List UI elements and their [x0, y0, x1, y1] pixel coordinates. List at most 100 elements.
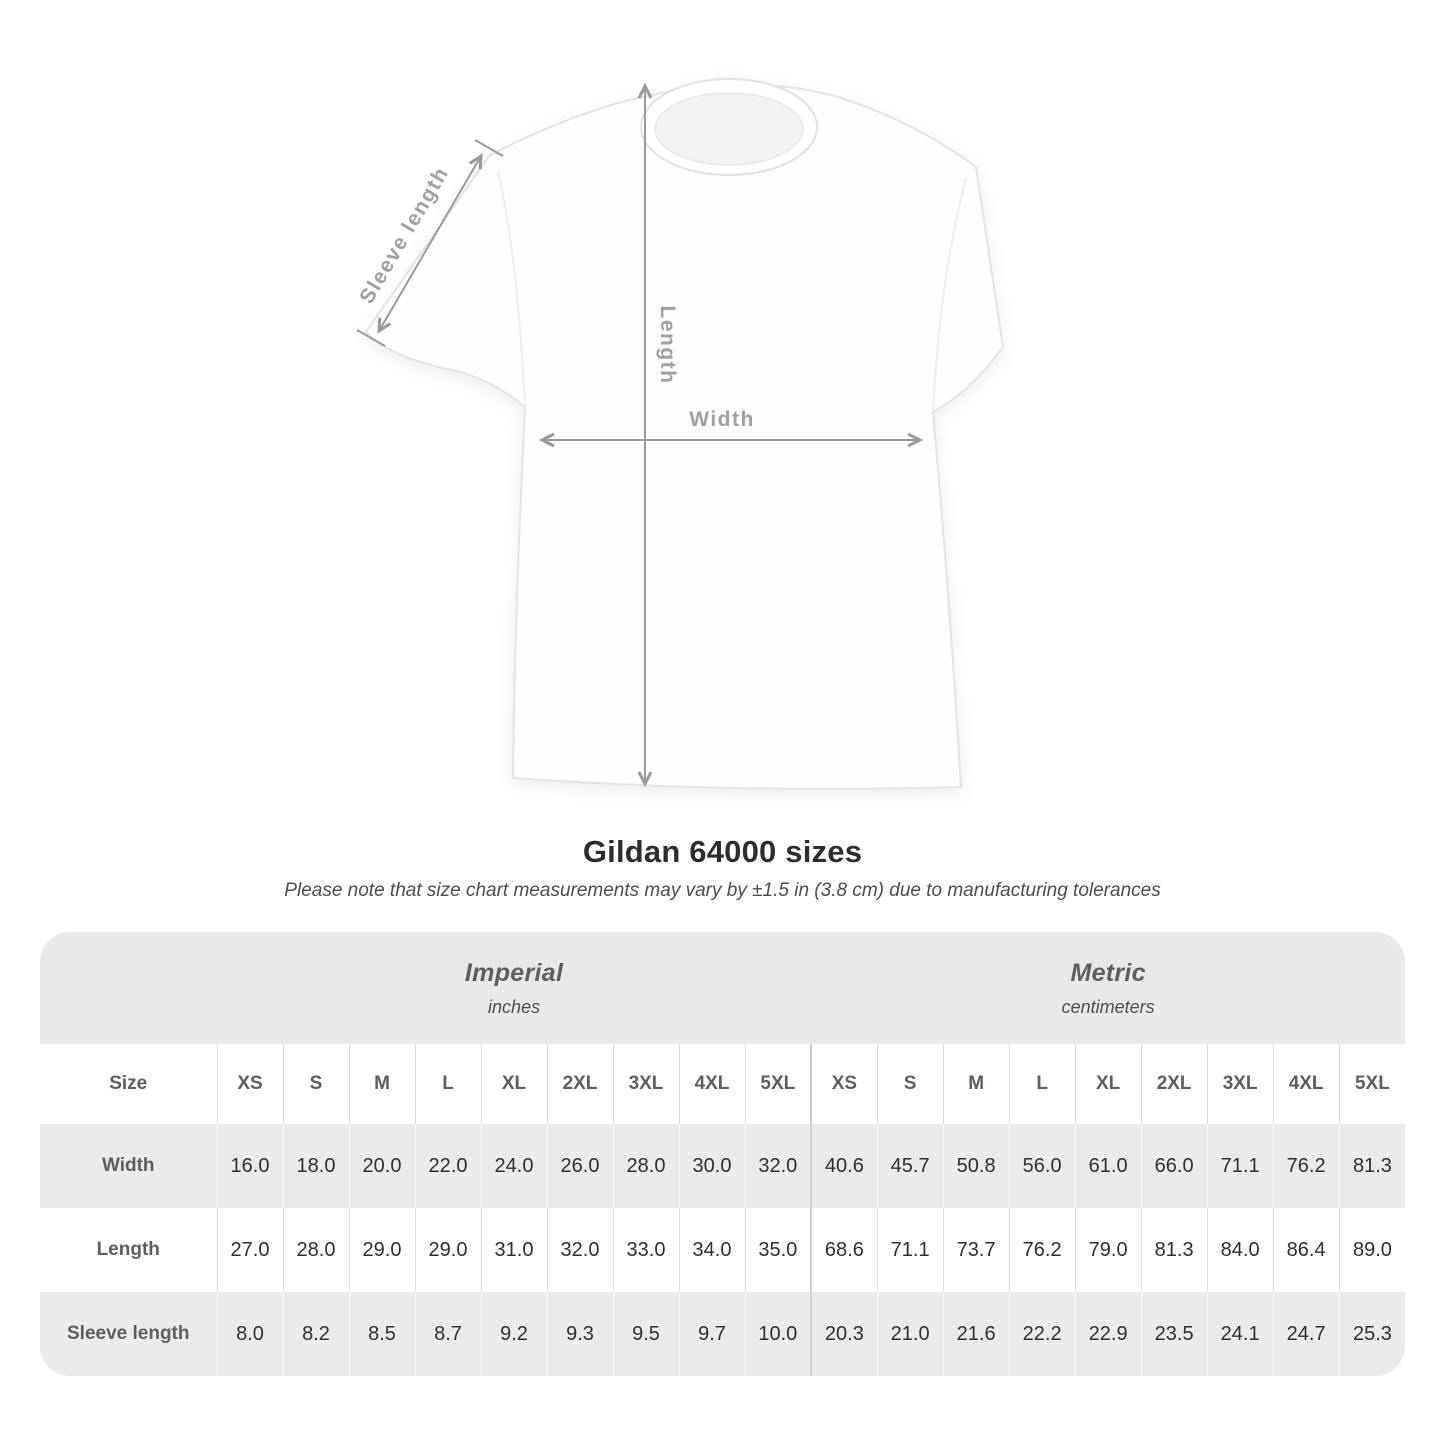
value-cell: 32.0	[546, 1208, 613, 1292]
tshirt-diagram: Width Length Sleeve length	[355, 78, 1005, 790]
value-cell: 86.4	[1272, 1208, 1340, 1292]
imperial-unit: inches	[488, 996, 541, 1017]
unit-group-metric: Metric centimeters	[811, 932, 1405, 1044]
value-cell: 10.0	[744, 1292, 812, 1376]
size-table-card: Imperial inches Metric centimeters Size …	[40, 932, 1405, 1376]
size-col-imperial-m: M	[348, 1044, 415, 1124]
size-header-label: Size	[40, 1044, 217, 1124]
value-cell: 20.3	[810, 1292, 878, 1376]
size-table: Imperial inches Metric centimeters Size …	[40, 932, 1405, 1376]
size-col-metric-2xl: 2XL	[1140, 1044, 1208, 1124]
value-cell: 28.0	[282, 1208, 349, 1292]
metric-unit: centimeters	[1061, 996, 1155, 1017]
imperial-heading: Imperial	[464, 958, 564, 987]
value-cell: 8.0	[216, 1292, 283, 1376]
sleeve-length-arrow	[379, 156, 481, 331]
value-cell: 35.0	[744, 1208, 812, 1292]
value-cell: 28.0	[612, 1124, 679, 1208]
value-cell: 50.8	[942, 1124, 1010, 1208]
size-col-metric-4xl: 4XL	[1272, 1044, 1340, 1124]
tshirt-graphic	[364, 78, 1005, 790]
value-cell: 26.0	[546, 1124, 613, 1208]
value-cell: 68.6	[810, 1208, 878, 1292]
value-cell: 33.0	[612, 1208, 679, 1292]
size-col-imperial-2xl: 2XL	[546, 1044, 613, 1124]
value-cell: 30.0	[678, 1124, 745, 1208]
value-cell: 71.1	[876, 1208, 944, 1292]
size-col-imperial-3xl: 3XL	[612, 1044, 679, 1124]
value-cell: 40.6	[810, 1124, 878, 1208]
length-label: Length	[656, 306, 679, 385]
collar-opening	[654, 92, 804, 166]
size-col-imperial-4xl: 4XL	[678, 1044, 745, 1124]
size-col-imperial-5xl: 5XL	[744, 1044, 812, 1124]
value-cell: 56.0	[1008, 1124, 1076, 1208]
value-cell: 23.5	[1140, 1292, 1208, 1376]
measurement-row-length: Length 27.0 28.0 29.0 29.0 31.0 32.0 33.0 34.0 35…	[40, 1208, 1405, 1292]
value-cell: 27.0	[216, 1208, 283, 1292]
value-cell: 22.0	[414, 1124, 481, 1208]
value-cell: 81.3	[1140, 1208, 1208, 1292]
size-col-metric-3xl: 3XL	[1206, 1044, 1274, 1124]
value-cell: 21.6	[942, 1292, 1010, 1376]
width-label: Width	[689, 408, 755, 431]
measurement-row-width: Width 16.0 18.0 20.0 22.0 24.0 26.0 28.0 30.0 32.…	[40, 1124, 1405, 1208]
size-col-metric-l: L	[1008, 1044, 1076, 1124]
value-cell: 81.3	[1338, 1124, 1405, 1208]
tshirt-diagram-svg: Width Length Sleeve length	[355, 78, 1005, 790]
value-cell: 9.7	[678, 1292, 745, 1376]
size-col-imperial-s: S	[282, 1044, 349, 1124]
size-col-metric-xs: XS	[810, 1044, 878, 1124]
page-subtitle: Please note that size chart measurements…	[284, 880, 1161, 901]
size-col-metric-xl: XL	[1074, 1044, 1142, 1124]
value-cell: 25.3	[1338, 1292, 1405, 1376]
row-label: Width	[40, 1124, 217, 1208]
sleeve-arrow-tick-bottom	[356, 329, 386, 347]
metric-heading: Metric	[1070, 958, 1146, 987]
value-cell: 76.2	[1008, 1208, 1076, 1292]
value-cell: 16.0	[216, 1124, 283, 1208]
value-cell: 8.5	[348, 1292, 415, 1376]
value-cell: 21.0	[876, 1292, 944, 1376]
value-cell: 24.1	[1206, 1292, 1274, 1376]
value-cell: 8.7	[414, 1292, 481, 1376]
value-cell: 9.3	[546, 1292, 613, 1376]
value-cell: 31.0	[480, 1208, 547, 1292]
unit-group-imperial: Imperial inches	[217, 932, 812, 1044]
size-col-imperial-xs: XS	[216, 1044, 283, 1124]
row-label: Length	[40, 1208, 217, 1292]
value-cell: 84.0	[1206, 1208, 1274, 1292]
measurement-row-sleeve-length: Sleeve length 8.0 8.2 8.5 8.7 9.2 9.3 9.5 9.7 10.…	[40, 1292, 1405, 1376]
value-cell: 20.0	[348, 1124, 415, 1208]
value-cell: 18.0	[282, 1124, 349, 1208]
value-cell: 79.0	[1074, 1208, 1142, 1292]
value-cell: 73.7	[942, 1208, 1010, 1292]
value-cell: 29.0	[414, 1208, 481, 1292]
value-cell: 61.0	[1074, 1124, 1142, 1208]
value-cell: 24.0	[480, 1124, 547, 1208]
size-col-metric-5xl: 5XL	[1338, 1044, 1405, 1124]
value-cell: 9.2	[480, 1292, 547, 1376]
size-col-imperial-l: L	[414, 1044, 481, 1124]
value-cell: 71.1	[1206, 1124, 1274, 1208]
row-label: Sleeve length	[40, 1292, 217, 1376]
sleeve-arrow-tick-top	[474, 139, 504, 157]
corner-cell	[40, 932, 217, 1044]
value-cell: 29.0	[348, 1208, 415, 1292]
size-col-imperial-xl: XL	[480, 1044, 547, 1124]
value-cell: 22.2	[1008, 1292, 1076, 1376]
value-cell: 89.0	[1338, 1208, 1405, 1292]
value-cell: 34.0	[678, 1208, 745, 1292]
value-cell: 22.9	[1074, 1292, 1142, 1376]
unit-group-row: Imperial inches Metric centimeters	[40, 932, 1405, 1044]
value-cell: 24.7	[1272, 1292, 1340, 1376]
value-cell: 45.7	[876, 1124, 944, 1208]
size-col-metric-s: S	[876, 1044, 944, 1124]
value-cell: 9.5	[612, 1292, 679, 1376]
size-col-metric-m: M	[942, 1044, 1010, 1124]
value-cell: 32.0	[744, 1124, 812, 1208]
value-cell: 76.2	[1272, 1124, 1340, 1208]
size-header-row: Size XS S M L XL 2XL 3XL 4XL 5XL XS S M L XL 2XL 3XL 4XL…	[40, 1044, 1405, 1124]
value-cell: 8.2	[282, 1292, 349, 1376]
page-title: Gildan 64000 sizes	[582, 834, 863, 869]
